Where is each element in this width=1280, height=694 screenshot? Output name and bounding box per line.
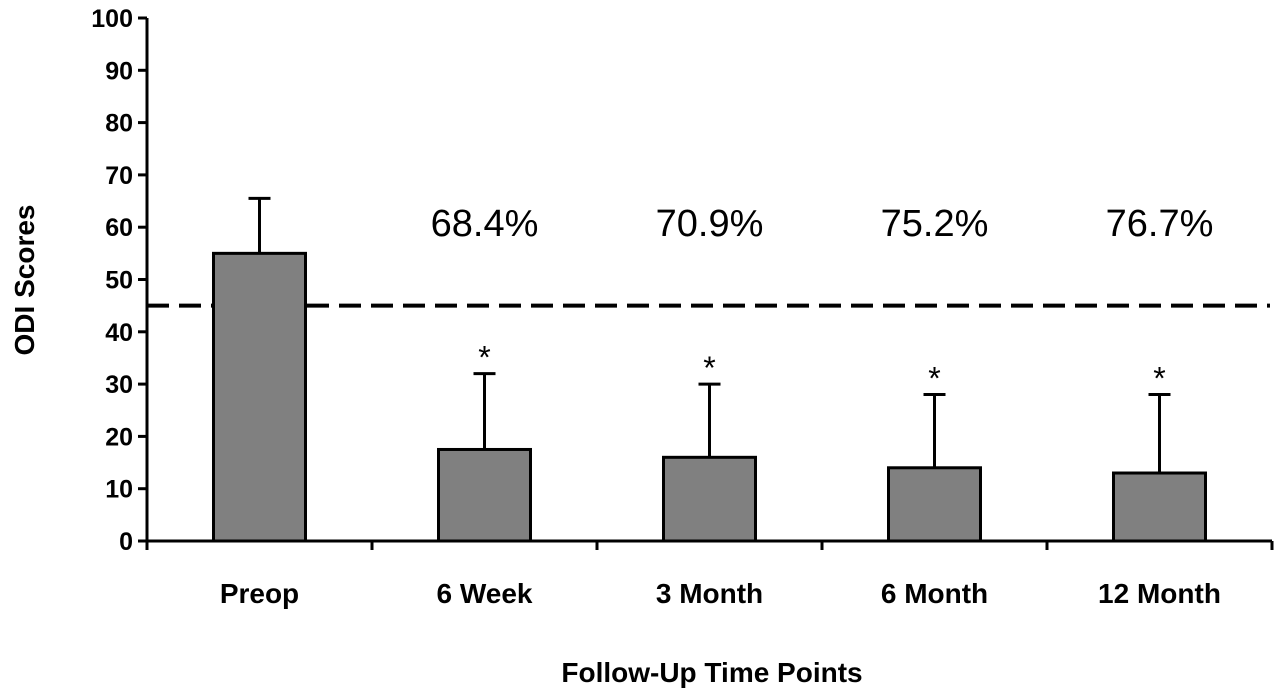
percent-label: 76.7% (1106, 203, 1214, 245)
category-label: 3 Month (656, 578, 763, 609)
y-tick-label: 10 (105, 476, 133, 504)
bar (887, 466, 982, 543)
y-tick-label: 40 (105, 319, 133, 347)
significance-marker: * (928, 361, 940, 397)
percent-label: 70.9% (656, 203, 764, 245)
y-tick-label: 100 (91, 5, 133, 33)
bar (437, 447, 532, 543)
percent-label: 68.4% (431, 203, 539, 245)
bar (212, 251, 307, 543)
y-tick-label: 60 (105, 214, 133, 242)
category-label: Preop (220, 578, 299, 609)
y-tick-label: 30 (105, 371, 133, 399)
category-label: 6 Week (437, 578, 533, 609)
category-label: 6 Month (881, 578, 988, 609)
percent-label: 75.2% (881, 203, 989, 245)
category-label: 12 Month (1098, 578, 1221, 609)
x-axis-title: Follow-Up Time Points (561, 657, 862, 688)
significance-marker: * (703, 350, 715, 386)
y-tick-label: 80 (105, 110, 133, 138)
y-tick-label: 20 (105, 423, 133, 451)
significance-marker: * (478, 340, 490, 376)
y-axis-title: ODI Scores (9, 205, 40, 356)
y-tick-label: 50 (105, 267, 133, 295)
y-tick-label: 70 (105, 162, 133, 190)
bar (1112, 471, 1207, 543)
y-tick-label: 0 (119, 528, 133, 556)
y-tick-label: 90 (105, 57, 133, 85)
bar (662, 455, 757, 543)
significance-marker: * (1153, 361, 1165, 397)
